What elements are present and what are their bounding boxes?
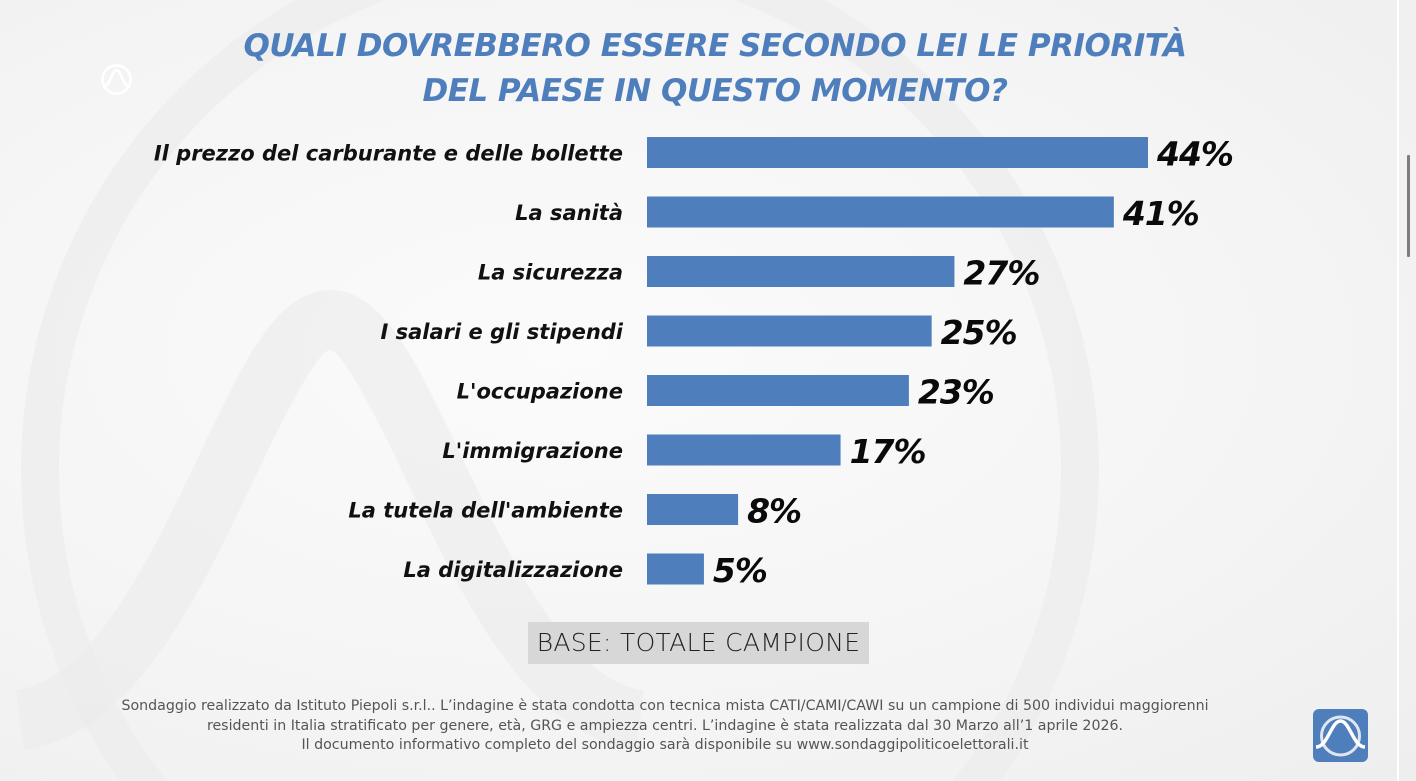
bar (647, 434, 841, 466)
value-label: 8% (747, 492, 801, 531)
bar-row: I salari e gli stipendi 25% (380, 313, 1017, 352)
bar (647, 196, 1114, 228)
category-label: La tutela dell'ambiente (348, 499, 623, 523)
bar-row: La digitalizzazione 5% (403, 551, 768, 590)
base-label: BASE: TOTALE CAMPIONE (528, 622, 869, 664)
footer-note: Sondaggio realizzato da Istituto Piepoli… (40, 697, 1290, 756)
bar (647, 137, 1148, 168)
title-line-2: DEL PAESE IN QUESTO MOMENTO? (422, 73, 1008, 109)
category-label: La digitalizzazione (403, 558, 623, 582)
value-label: 25% (941, 313, 1017, 352)
category-label: La sicurezza (478, 261, 623, 285)
value-label: 27% (963, 254, 1039, 293)
bar (647, 256, 955, 287)
footer-line-2: residenti in Italia stratificato per gen… (206, 717, 1124, 734)
chart-title: QUALI DOVREBBERO ESSERE SECONDO LEI LE P… (150, 24, 1280, 114)
footer-line-1: Sondaggio realizzato da Istituto Piepoli… (121, 698, 1209, 714)
bar (647, 315, 932, 347)
page-edge-divider (1397, 0, 1399, 781)
value-label: 17% (850, 432, 926, 471)
vertical-scrollbar[interactable] (1407, 155, 1410, 257)
category-label: La sanità (515, 201, 623, 225)
category-label: Il prezzo del carburante e delle bollett… (154, 142, 623, 166)
value-label: 44% (1156, 135, 1233, 174)
title-line-1: QUALI DOVREBBERO ESSERE SECONDO LEI LE P… (243, 28, 1187, 64)
category-label: I salari e gli stipendi (380, 320, 623, 344)
piepoli-logo-icon (101, 64, 132, 95)
bar-row: L'occupazione 23% (457, 373, 995, 412)
footer-line-3: Il documento informativo completo del so… (301, 737, 1029, 753)
bar (647, 494, 739, 525)
category-label: L'immigrazione (442, 439, 623, 463)
category-label: L'occupazione (457, 380, 623, 404)
value-label: 5% (713, 551, 767, 590)
bar-row: L'immigrazione 17% (442, 432, 926, 471)
bar-row: La sanità 41% (515, 194, 1200, 233)
value-label: 41% (1122, 194, 1199, 233)
piepoli-brand-logo-icon (1313, 709, 1368, 762)
bar-row: La sicurezza 27% (478, 254, 1041, 293)
bar (647, 553, 704, 585)
value-label: 23% (918, 373, 994, 412)
bar-row: Il prezzo del carburante e delle bollett… (154, 135, 1234, 174)
bar-row: La tutela dell'ambiente 8% (348, 492, 802, 531)
bar (647, 375, 909, 406)
